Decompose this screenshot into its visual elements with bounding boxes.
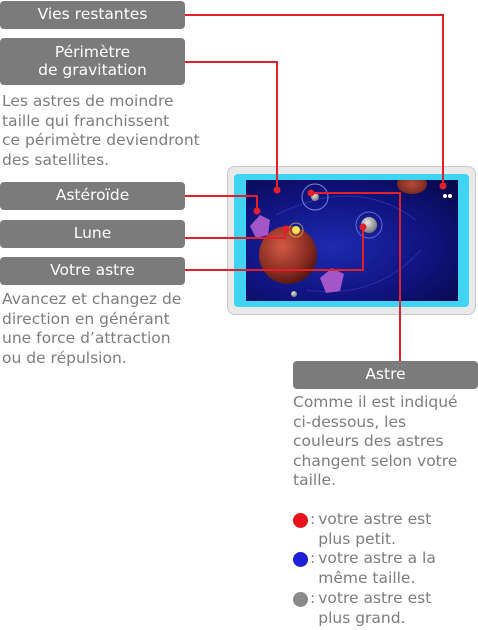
grey-dot-icon (293, 592, 308, 607)
game-screen (246, 180, 458, 301)
grey-star (361, 217, 377, 233)
star-label: Astre (293, 361, 478, 389)
legend-item-smaller: : votre astre est plus petit. (293, 510, 431, 549)
life-dot (448, 194, 452, 198)
distant-planet (397, 180, 427, 194)
small-star (291, 291, 297, 297)
orbit-arc (275, 195, 417, 221)
asteroid-sprite (250, 215, 270, 238)
asteroid-label: Astéroïde (0, 182, 185, 210)
red-dot-icon (293, 513, 308, 528)
lives-label: Vies restantes (0, 1, 185, 29)
legend-text: votre astre est plus petit. (318, 510, 432, 548)
your-star-description: Avancez et changez de direction en génér… (2, 290, 182, 367)
asteroid-sprite (320, 268, 344, 293)
legend-item-same: : votre astre a la même taille. (293, 549, 436, 588)
legend-marker: : (310, 510, 316, 528)
moon-sprite (292, 226, 300, 234)
life-dot (443, 194, 447, 198)
legend-marker: : (310, 549, 316, 567)
legend-text: votre astre a la même taille. (318, 549, 436, 587)
blue-dot-icon (293, 552, 308, 567)
legend-text: votre astre est plus grand. (318, 589, 432, 627)
your-star-label: Votre astre (0, 257, 185, 285)
star-description: Comme il est indiqué ci-dessous, les cou… (293, 393, 458, 489)
moon-label: Lune (0, 220, 185, 248)
legend-item-larger: : votre astre est plus grand. (293, 589, 431, 628)
game-scene (250, 180, 452, 297)
gravity-perimeter-description: Les astres de moindre taille qui franchi… (2, 92, 200, 169)
screen-frame (234, 174, 469, 307)
game-screenshot (227, 166, 476, 315)
leader-line-lives (185, 14, 444, 185)
legend-marker: : (310, 589, 316, 607)
gravity-perimeter-label: Périmètre de gravitation (0, 38, 185, 85)
player-star (311, 193, 319, 201)
